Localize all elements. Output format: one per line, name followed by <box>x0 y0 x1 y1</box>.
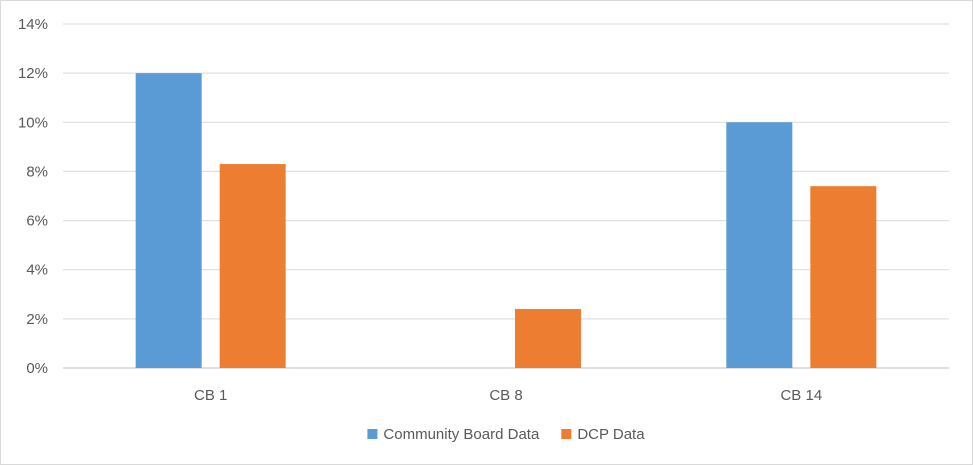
bar-dcp-cb14 <box>810 186 877 368</box>
y-tick-label: 12% <box>18 65 48 82</box>
bar-dcp-cb8 <box>515 309 581 368</box>
legend-swatch-dcp <box>561 429 572 439</box>
x-tick-label: CB 1 <box>194 387 227 404</box>
y-tick-label: 0% <box>26 360 48 377</box>
y-tick-label: 14% <box>18 16 48 33</box>
bars <box>135 73 877 369</box>
legend-label-dcp: DCP Data <box>577 426 645 443</box>
y-tick-label: 6% <box>26 213 48 230</box>
y-tick-label: 10% <box>18 114 48 131</box>
bar-community-board-cb1 <box>135 73 202 369</box>
y-tick-label: 4% <box>26 262 48 279</box>
legend-label-community-board: Community Board Data <box>383 426 540 443</box>
legend: Community Board Data DCP Data <box>367 426 645 443</box>
bar-community-board-cb14 <box>726 122 793 369</box>
y-tick-label: 2% <box>26 311 48 328</box>
gridlines <box>63 23 949 369</box>
bar-dcp-cb1 <box>219 164 286 368</box>
x-tick-label: CB 14 <box>780 387 822 404</box>
x-tick-label: CB 8 <box>489 387 522 404</box>
y-tick-label: 8% <box>26 163 48 180</box>
y-axis-ticks: 0% 2% 4% 6% 8% 10% 12% 14% <box>18 16 48 377</box>
x-axis-ticks: CB 1 CB 8 CB 14 <box>194 387 822 404</box>
legend-swatch-community-board <box>367 429 378 439</box>
